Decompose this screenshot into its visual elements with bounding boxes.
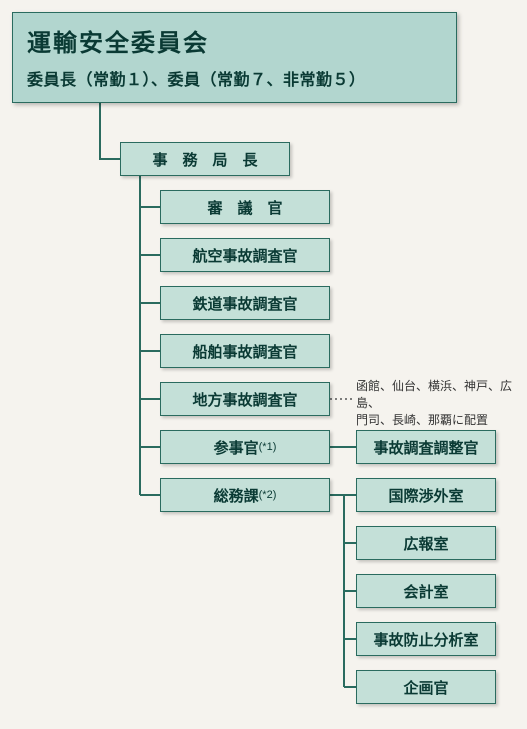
node-label: 広報室 [403, 533, 448, 554]
node-label: 事故防止分析室 [373, 629, 478, 650]
node-intl: 国際渉外室 [356, 478, 496, 512]
node-sup: (*1) [259, 441, 277, 453]
node-label: 会計室 [403, 581, 448, 602]
node-rail-investigator: 鉄道事故調査官 [160, 286, 330, 320]
node-pr: 広報室 [356, 526, 496, 560]
node-air-investigator: 航空事故調査官 [160, 238, 330, 272]
node-prevent: 事故防止分析室 [356, 622, 496, 656]
node-label: 鉄道事故調査官 [192, 293, 297, 314]
node-label: 国際渉外室 [388, 485, 463, 506]
root-committee-box: 運輸安全委員会 委員長（常勤１）、委員（常勤７、非常勤５） [12, 12, 457, 103]
node-secretariat: 事 務 局 長 [120, 142, 290, 176]
node-label: 総務課 [214, 485, 259, 506]
annotation-line: 門司、長崎、那覇に配置 [356, 412, 521, 429]
node-soumu: 総務課(*2) [160, 478, 330, 512]
root-subtitle: 委員長（常勤１）、委員（常勤７、非常勤５） [27, 66, 442, 90]
node-shingikan: 審 議 官 [160, 190, 330, 224]
node-plan: 企画官 [356, 670, 496, 704]
node-sanjikan: 参事官(*1) [160, 430, 330, 464]
node-label: 航空事故調査官 [192, 245, 297, 266]
node-coord: 事故調査調整官 [356, 430, 496, 464]
node-acct: 会計室 [356, 574, 496, 608]
node-label: 事故調査調整官 [373, 437, 478, 458]
annotation-line: 函館、仙台、横浜、神戸、広島、 [356, 378, 521, 412]
node-sup: (*2) [259, 489, 277, 501]
node-label: 事 務 局 長 [152, 149, 257, 170]
node-regional-investigator: 地方事故調査官 [160, 382, 330, 416]
node-label: 審 議 官 [207, 197, 282, 218]
node-ship-investigator: 船舶事故調査官 [160, 334, 330, 368]
root-title: 運輸安全委員会 [27, 23, 442, 58]
node-label: 参事官 [214, 437, 259, 458]
node-label: 地方事故調査官 [192, 389, 297, 410]
node-label: 船舶事故調査官 [192, 341, 297, 362]
node-label: 企画官 [403, 677, 448, 698]
regional-annotation: 函館、仙台、横浜、神戸、広島、 門司、長崎、那覇に配置 [356, 378, 521, 428]
